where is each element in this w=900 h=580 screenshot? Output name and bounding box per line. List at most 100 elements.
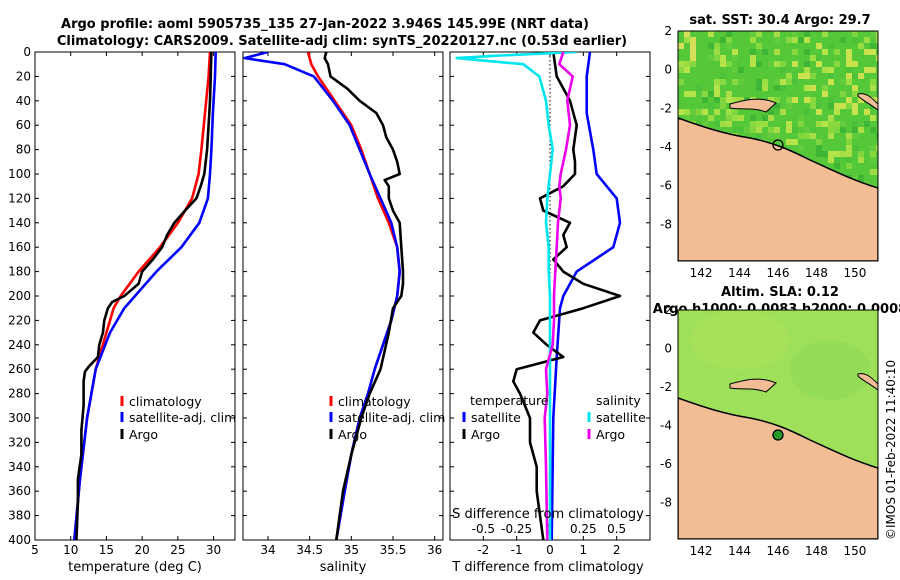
sst-cell [714,79,720,85]
sst-cell [690,49,696,55]
sst-cell [726,37,732,43]
sst-cell [732,115,738,121]
x-tick-label: 36 [427,543,442,557]
sst-cell [846,151,852,157]
sst-cell [828,103,834,109]
sst-cell [762,79,768,85]
sla-blob [790,340,870,400]
sst-cell [858,97,864,103]
x-tick-label: 35.5 [380,543,407,557]
sst-cell [750,55,756,61]
sst-cell [702,97,708,103]
sst-cell [756,127,762,133]
x-tick-label: 34.5 [296,543,323,557]
sst-cell [756,79,762,85]
sst-cell [774,49,780,55]
legend-salinity-heading: salinity [596,393,641,408]
sst-cell [828,151,834,157]
sst-cell [816,139,822,145]
sst-cell [816,109,822,115]
y-tick-label: 240 [8,338,31,352]
legend-s-argo-label: Argo [596,427,625,442]
sst-cell [858,175,864,181]
sst-cell [792,31,798,37]
series-line-temperature-argo [511,52,622,540]
sst-cell [870,67,876,73]
sst-cell [828,121,834,127]
sst-cell [870,169,876,175]
sst-cell [816,61,822,67]
sst-cell [726,115,732,121]
s-tick-label: -0.5 [472,522,495,536]
y-tick-label: 180 [8,265,31,279]
sst-cell [702,121,708,127]
sst-cell [768,115,774,121]
argo-location-marker [772,429,784,441]
manus-island [729,98,777,113]
sst-cell [708,43,714,49]
legend-satellite-label: satellite-adj. clim [129,410,236,425]
sst-cell [852,73,858,79]
map-y-tick-label: 0 [664,341,672,355]
map-y-tick-label: -4 [660,140,672,154]
sst-cell [852,145,858,151]
y-tick-label: 380 [8,509,31,523]
sst-cell [870,43,876,49]
map-y-tick-label: -2 [660,101,672,115]
sst-cell [714,109,720,115]
sst-cell [738,127,744,133]
sst-cell [732,55,738,61]
difference-legend: temperature satellite Argo salinity sate… [462,393,646,442]
sst-cell [840,37,846,43]
sst-cell [768,97,774,103]
x-tick-label: 0 [546,543,554,557]
sst-cell [870,157,876,163]
sst-cell [810,55,816,61]
x-tick-label: 15 [99,543,114,557]
sst-cell [852,133,858,139]
sst-cell [822,91,828,97]
sst-cell [858,127,864,133]
sst-cell [852,31,858,37]
sst-cell [804,67,810,73]
sst-cell [720,79,726,85]
sst-cell [816,151,822,157]
sst-cell [774,31,780,37]
sst-cell [702,109,708,115]
sst-cell [834,49,840,55]
sst-cell [876,145,878,151]
sst-cell [774,127,780,133]
figure-title-line1: Argo profile: aoml 5905735_135 27-Jan-20… [61,17,589,32]
sst-cell [726,31,732,37]
sst-cell [720,103,726,109]
sst-cell [726,121,732,127]
sst-cell [774,97,780,103]
map-y-tick-label: -8 [660,495,672,509]
sst-cell [840,121,846,127]
x-tick-label: 20 [135,543,150,557]
sst-cell [834,151,840,157]
sst-cell [714,97,720,103]
sst-cell [870,91,876,97]
sst-cell [870,79,876,85]
sst-cell [828,97,834,103]
sst-cell [840,79,846,85]
map-x-tick-label: 144 [728,266,751,280]
sst-cell [678,43,684,49]
sst-cell [798,145,804,151]
sst-cell [678,79,684,85]
sst-cell [792,97,798,103]
sst-cell [852,37,858,43]
x-tick-label: 1 [580,543,588,557]
sst-cell [852,85,858,91]
sst-cell [714,49,720,55]
sst-cell [828,157,834,163]
y-tick-label: 260 [8,362,31,376]
sst-cell [870,85,876,91]
sst-cell [744,127,750,133]
sst-cell [780,85,786,91]
sst-cell [864,49,870,55]
sst-cell [738,79,744,85]
y-tick-label: 300 [8,411,31,425]
